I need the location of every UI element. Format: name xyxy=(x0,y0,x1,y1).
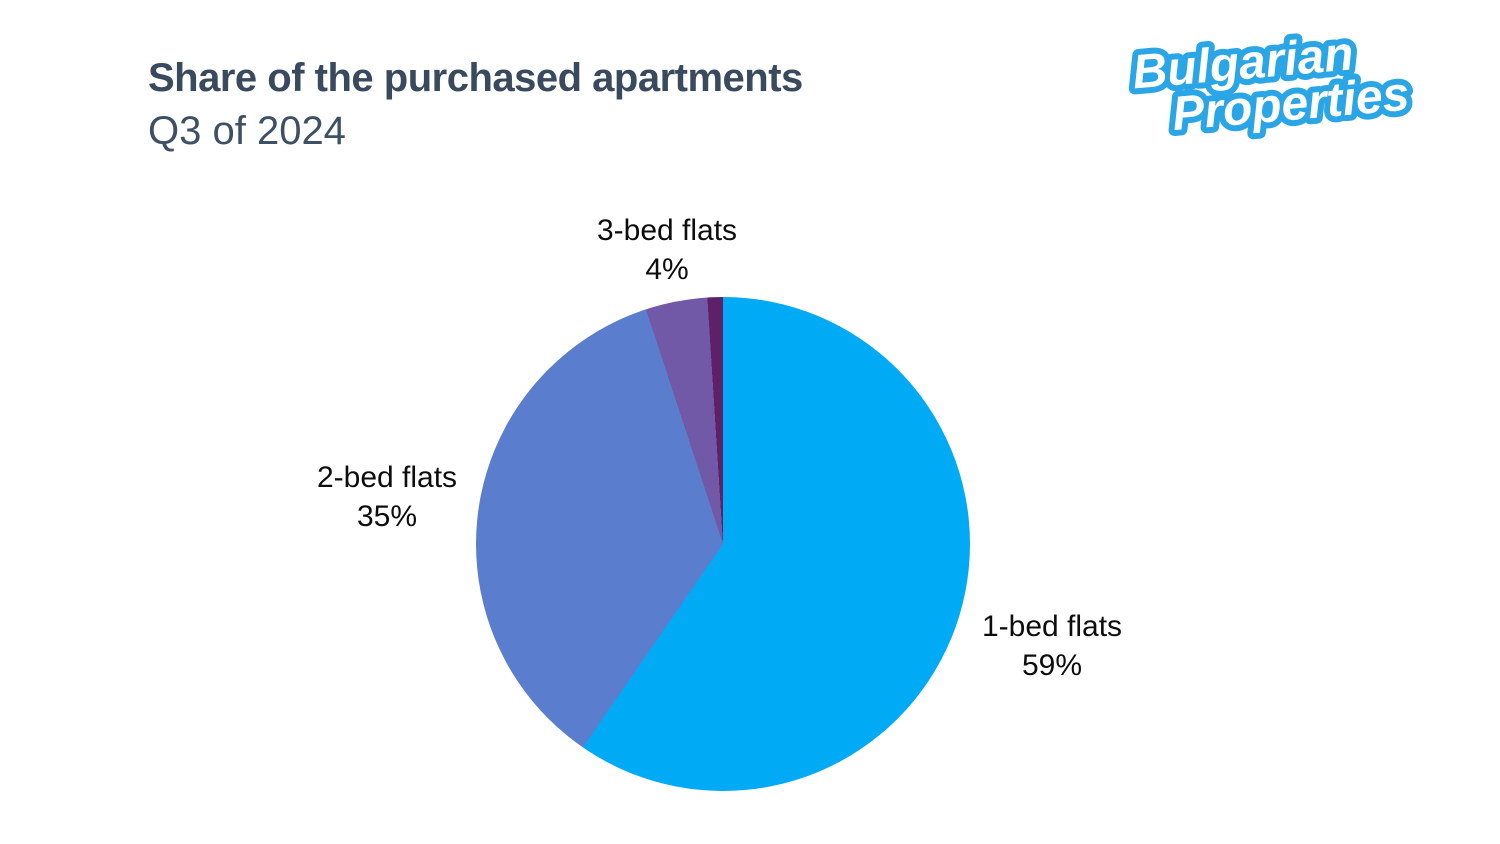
slice-label-1-bed-flats: 1-bed flats 59% xyxy=(932,607,1172,685)
slice-name: 2-bed flats xyxy=(316,461,458,494)
slice-label-2-bed-flats: 2-bed flats 35% xyxy=(267,458,507,536)
slice-label-3-bed-flats: 3-bed flats 4% xyxy=(547,211,787,289)
chart-subtitle: Q3 of 2024 xyxy=(148,109,346,153)
chart-header: Share of the purchased apartments Q3 of … xyxy=(148,58,803,151)
slice-name: 3-bed flats xyxy=(596,214,738,247)
slice-name: 1-bed flats xyxy=(981,610,1123,643)
brand-logo: Bulgarian Properties xyxy=(1124,22,1417,142)
pie-chart xyxy=(476,297,970,791)
slice-percent: 4% xyxy=(645,253,689,286)
chart-title: Share of the purchased apartments xyxy=(148,56,803,100)
slice-percent: 59% xyxy=(1021,649,1083,682)
slice-percent: 35% xyxy=(356,500,418,533)
